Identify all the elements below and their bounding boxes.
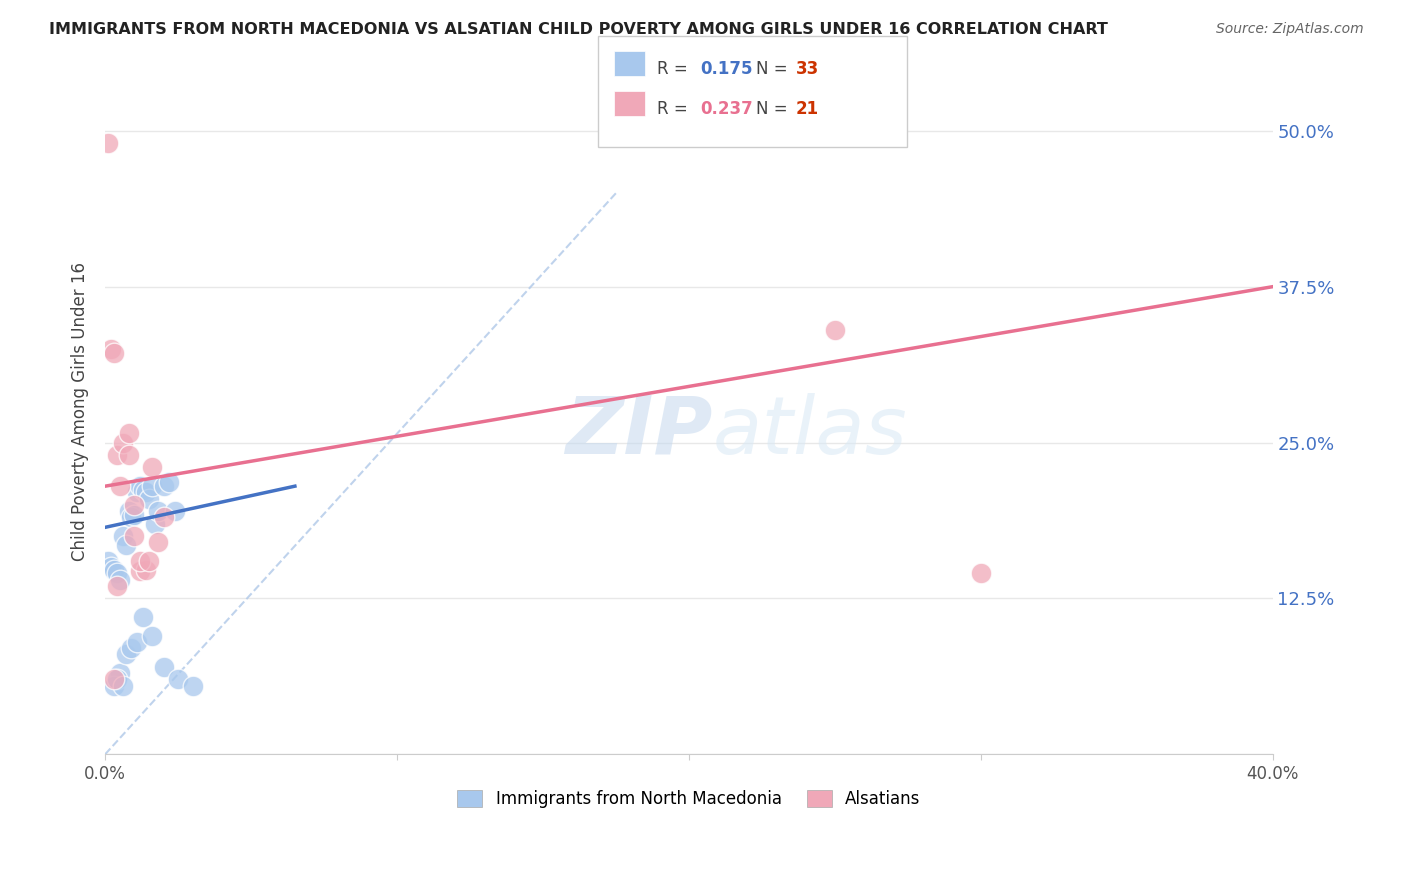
Point xyxy=(127,485,149,500)
Point xyxy=(105,566,128,581)
Point xyxy=(117,425,139,440)
Point xyxy=(152,660,174,674)
Point xyxy=(124,508,146,522)
Point xyxy=(143,516,166,531)
Point xyxy=(103,345,125,359)
Point xyxy=(152,510,174,524)
Point xyxy=(135,563,157,577)
Point xyxy=(141,629,163,643)
Point xyxy=(111,435,134,450)
Point xyxy=(108,666,131,681)
Point xyxy=(141,479,163,493)
Text: N =: N = xyxy=(756,100,793,118)
Point xyxy=(108,573,131,587)
Point xyxy=(129,554,152,568)
Text: R =: R = xyxy=(657,100,693,118)
Point xyxy=(138,491,160,506)
Point xyxy=(103,563,125,577)
Text: IMMIGRANTS FROM NORTH MACEDONIA VS ALSATIAN CHILD POVERTY AMONG GIRLS UNDER 16 C: IMMIGRANTS FROM NORTH MACEDONIA VS ALSAT… xyxy=(49,22,1108,37)
Point xyxy=(100,342,122,356)
Point xyxy=(121,641,143,656)
Point xyxy=(129,479,152,493)
Point xyxy=(100,560,122,574)
Point xyxy=(146,535,169,549)
Y-axis label: Child Poverty Among Girls Under 16: Child Poverty Among Girls Under 16 xyxy=(72,262,89,561)
Point xyxy=(129,564,152,578)
Text: N =: N = xyxy=(756,60,793,78)
Point xyxy=(103,673,125,687)
Text: 0.237: 0.237 xyxy=(700,100,754,118)
Point xyxy=(124,498,146,512)
Point xyxy=(138,554,160,568)
Text: R =: R = xyxy=(657,60,693,78)
Point xyxy=(114,648,136,662)
Point xyxy=(111,679,134,693)
Point xyxy=(141,460,163,475)
Point xyxy=(132,483,155,497)
Point xyxy=(127,635,149,649)
Point xyxy=(167,673,190,687)
Point xyxy=(157,475,180,490)
Point xyxy=(121,510,143,524)
Text: 21: 21 xyxy=(796,100,818,118)
Point xyxy=(105,579,128,593)
Point xyxy=(97,136,120,151)
Point xyxy=(108,479,131,493)
Point xyxy=(103,679,125,693)
Point xyxy=(165,504,187,518)
Text: 0.175: 0.175 xyxy=(700,60,752,78)
Point xyxy=(105,448,128,462)
Text: atlas: atlas xyxy=(713,393,907,471)
Point xyxy=(824,323,846,337)
Point xyxy=(181,679,204,693)
Point xyxy=(114,538,136,552)
Text: ZIP: ZIP xyxy=(565,393,713,471)
Point xyxy=(105,673,128,687)
Point xyxy=(117,504,139,518)
Point xyxy=(146,504,169,518)
Point xyxy=(111,529,134,543)
Point xyxy=(124,529,146,543)
Legend: Immigrants from North Macedonia, Alsatians: Immigrants from North Macedonia, Alsatia… xyxy=(451,783,927,814)
Point xyxy=(152,479,174,493)
Point xyxy=(97,554,120,568)
Text: Source: ZipAtlas.com: Source: ZipAtlas.com xyxy=(1216,22,1364,37)
Point xyxy=(135,485,157,500)
Point xyxy=(132,610,155,624)
Point xyxy=(117,448,139,462)
Point xyxy=(970,566,993,581)
Text: 33: 33 xyxy=(796,60,820,78)
